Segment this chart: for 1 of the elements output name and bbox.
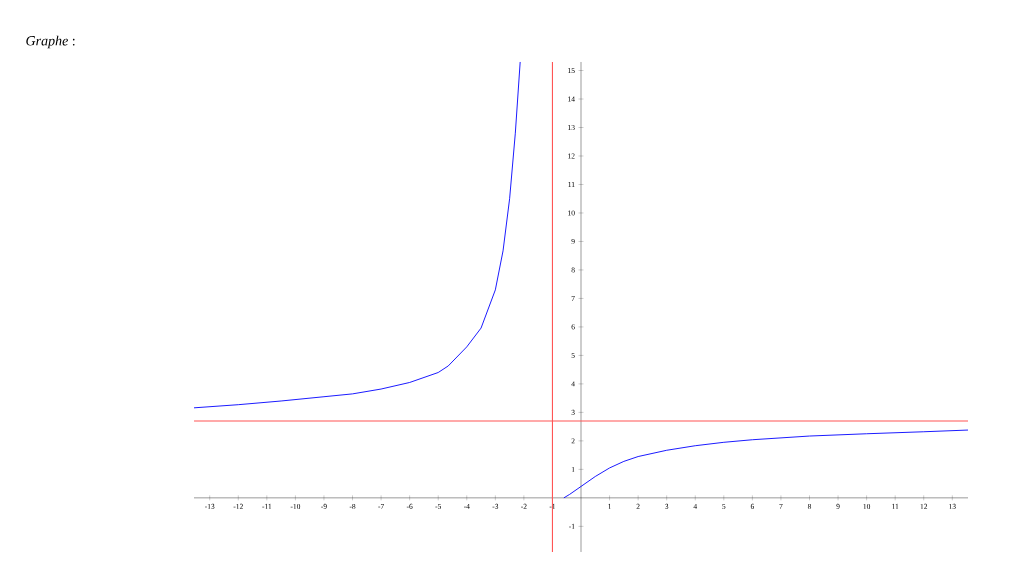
text: Graphe : (26, 35, 75, 49)
